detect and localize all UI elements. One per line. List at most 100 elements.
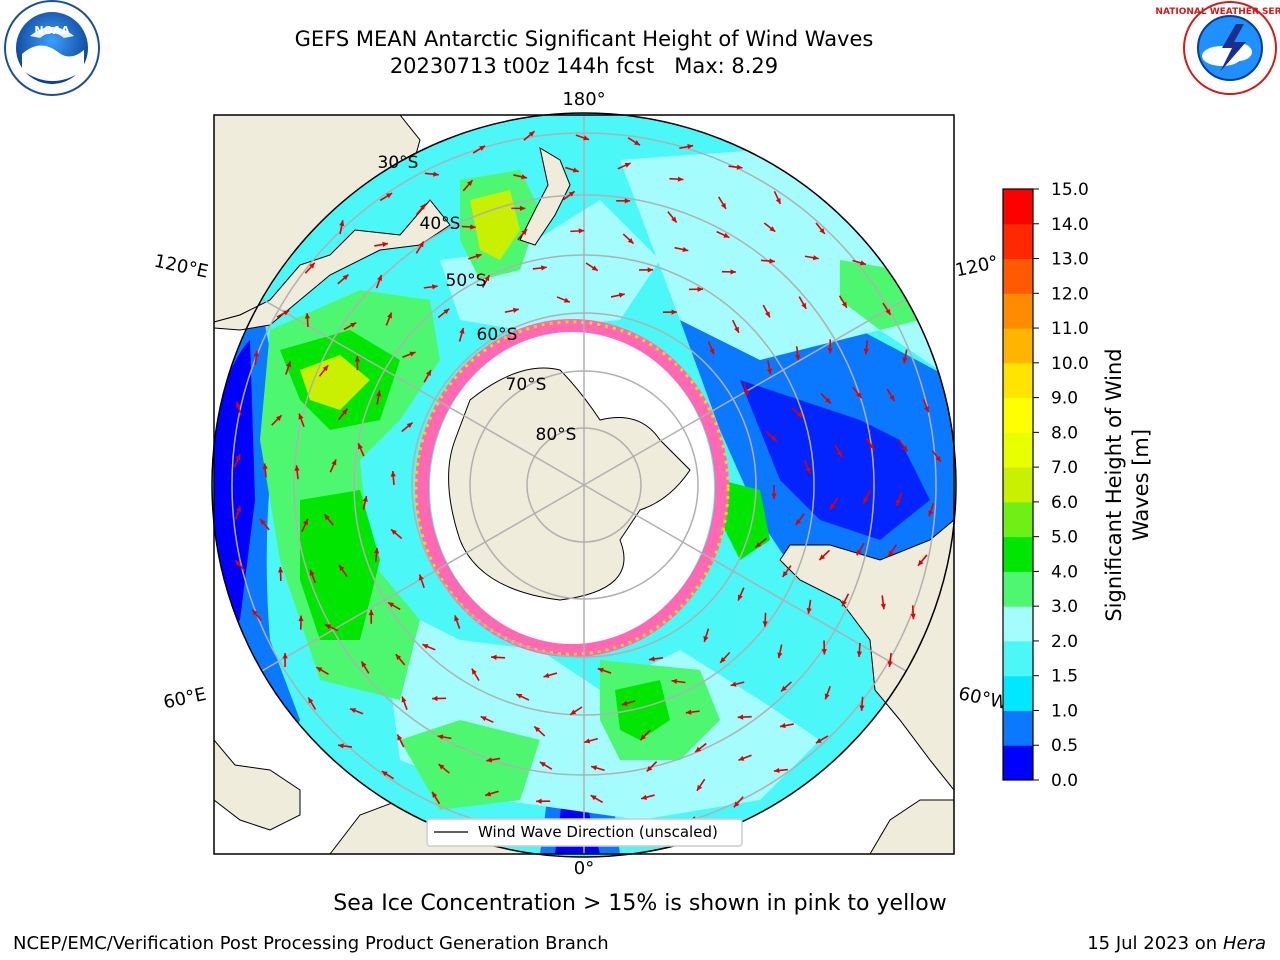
wave-direction-arrow xyxy=(402,351,416,358)
wave-direction-arrow xyxy=(795,513,805,526)
wave-direction-arrow xyxy=(569,706,583,716)
wave-direction-arrow xyxy=(375,274,383,289)
wave-direction-arrow xyxy=(424,171,439,177)
wave-direction-arrow xyxy=(543,672,558,678)
wave-direction-arrow xyxy=(737,714,752,720)
wave-direction-arrow xyxy=(685,709,700,715)
chart-title: GEFS MEAN Antarctic Significant Height o… xyxy=(294,27,874,51)
map-frame xyxy=(213,114,955,855)
wave-direction-arrow xyxy=(374,241,389,248)
wave-direction-arrow xyxy=(517,228,528,241)
wave-direction-arrow xyxy=(738,754,752,762)
colorbar-tick-label: 1.0 xyxy=(1051,701,1078,721)
wave-direction-arrow xyxy=(806,599,812,614)
noaa-logo-icon: NOAA xyxy=(4,0,100,96)
wave-direction-arrow xyxy=(234,505,241,520)
wave-direction-arrow xyxy=(917,554,928,567)
wave-direction-arrow xyxy=(536,798,551,804)
wave-direction-arrow xyxy=(610,292,625,298)
colorbar-tick-label: 5.0 xyxy=(1051,528,1078,548)
wave-direction-arrow xyxy=(307,697,317,710)
wave-direction-arrow xyxy=(486,757,501,763)
wave-direction-arrow xyxy=(703,628,710,643)
wave-direction-arrow xyxy=(674,246,689,253)
colorbar-segment xyxy=(1003,606,1033,642)
wave-direction-arrow xyxy=(277,567,284,582)
wave-direction-arrow xyxy=(570,228,585,234)
wave-direction-arrow xyxy=(285,361,292,375)
wave-direction-arrow xyxy=(491,654,506,660)
wave-direction-arrow xyxy=(763,222,776,233)
wave-direction-arrow xyxy=(696,778,706,792)
wave-direction-arrow xyxy=(373,547,380,562)
national-weather-service-logo-icon: NATIONAL WEATHER SERVICE xyxy=(1155,1,1280,95)
map-boundary xyxy=(211,112,957,858)
map-legend: Wind Wave Direction (unscaled) xyxy=(426,818,743,847)
wave-direction-arrow xyxy=(777,644,783,659)
wave-direction-arrow xyxy=(234,559,246,572)
wave-direction-arrow xyxy=(856,642,863,658)
colorbar-tick-label: 15.0 xyxy=(1051,180,1089,200)
wave-direction-arrow xyxy=(418,574,425,588)
colorbar-segment xyxy=(1003,293,1033,329)
wave-direction-arrow xyxy=(515,693,530,701)
wave-direction-arrow xyxy=(895,492,903,506)
colorbar-segment xyxy=(1003,710,1033,746)
wave-direction-arrow xyxy=(584,737,598,744)
wave-direction-arrow xyxy=(887,544,897,557)
colorbar-segment xyxy=(1003,432,1033,468)
wave-direction-arrow xyxy=(565,166,579,173)
wave-direction-arrow xyxy=(401,696,408,710)
wave-direction-arrow xyxy=(852,259,867,266)
wave-direction-arrow xyxy=(533,725,546,737)
wave-direction-arrow xyxy=(329,459,337,473)
colorbar-tick-label: 8.0 xyxy=(1051,423,1078,443)
colorbar-tick-label: 7.0 xyxy=(1051,458,1078,478)
wave-direction-arrow xyxy=(539,761,553,770)
wave-direction-arrow xyxy=(728,164,743,170)
wave-direction-arrow xyxy=(415,241,425,254)
wave-direction-arrow xyxy=(253,350,259,365)
lat-label-50s: 50°S xyxy=(446,271,487,291)
wave-direction-arrow xyxy=(815,735,829,744)
wave-direction-arrow xyxy=(575,134,590,141)
wave-direction-arrow xyxy=(795,346,801,361)
wave-direction-arrow xyxy=(276,309,290,318)
wave-direction-arrow xyxy=(821,640,827,655)
wave-direction-arrow xyxy=(523,130,536,141)
wave-direction-arrow xyxy=(468,253,482,260)
wave-direction-arrow xyxy=(432,695,447,702)
wave-direction-arrow xyxy=(733,796,744,808)
wave-direction-arrow xyxy=(585,262,599,272)
wave-direction-arrow xyxy=(798,296,807,310)
wave-direction-arrow xyxy=(622,233,635,245)
wave-direction-arrow xyxy=(415,203,427,216)
lon-label-120w: 120° xyxy=(953,252,1000,282)
colorbar-tick-label: 1.5 xyxy=(1051,667,1078,687)
wave-direction-arrow xyxy=(556,296,571,303)
footer-date: 15 Jul 2023 on Hera xyxy=(1087,933,1266,954)
wave-direction-arrow xyxy=(780,681,792,692)
wave-direction-arrow xyxy=(431,791,441,805)
wave-direction-arrow xyxy=(760,258,775,264)
meridian-line xyxy=(219,484,585,696)
wave-direction-arrow xyxy=(315,666,329,675)
wave-direction-arrow xyxy=(379,192,393,202)
wave-direction-arrow xyxy=(721,269,736,275)
wave-direction-arrow xyxy=(454,615,461,629)
wave-direction-arrow xyxy=(732,319,740,334)
colorbar-tick-label: 13.0 xyxy=(1051,250,1089,270)
wave-direction-arrow xyxy=(304,312,311,328)
wave-direction-arrow xyxy=(815,222,826,235)
wave-direction-arrow xyxy=(233,453,241,468)
wave-direction-arrow xyxy=(590,765,605,772)
lat-label-30s: 30°S xyxy=(378,153,419,173)
wave-direction-arrow xyxy=(856,542,865,556)
wave-direction-arrow xyxy=(902,349,908,364)
colorbar-tick-label: 9.0 xyxy=(1051,389,1078,409)
wave-direction-arrow xyxy=(323,513,334,526)
wave-direction-arrow xyxy=(337,408,348,421)
lon-label-0: 0° xyxy=(574,858,594,879)
wave-direction-arrow xyxy=(271,414,283,426)
wave-direction-arrow xyxy=(791,407,804,419)
